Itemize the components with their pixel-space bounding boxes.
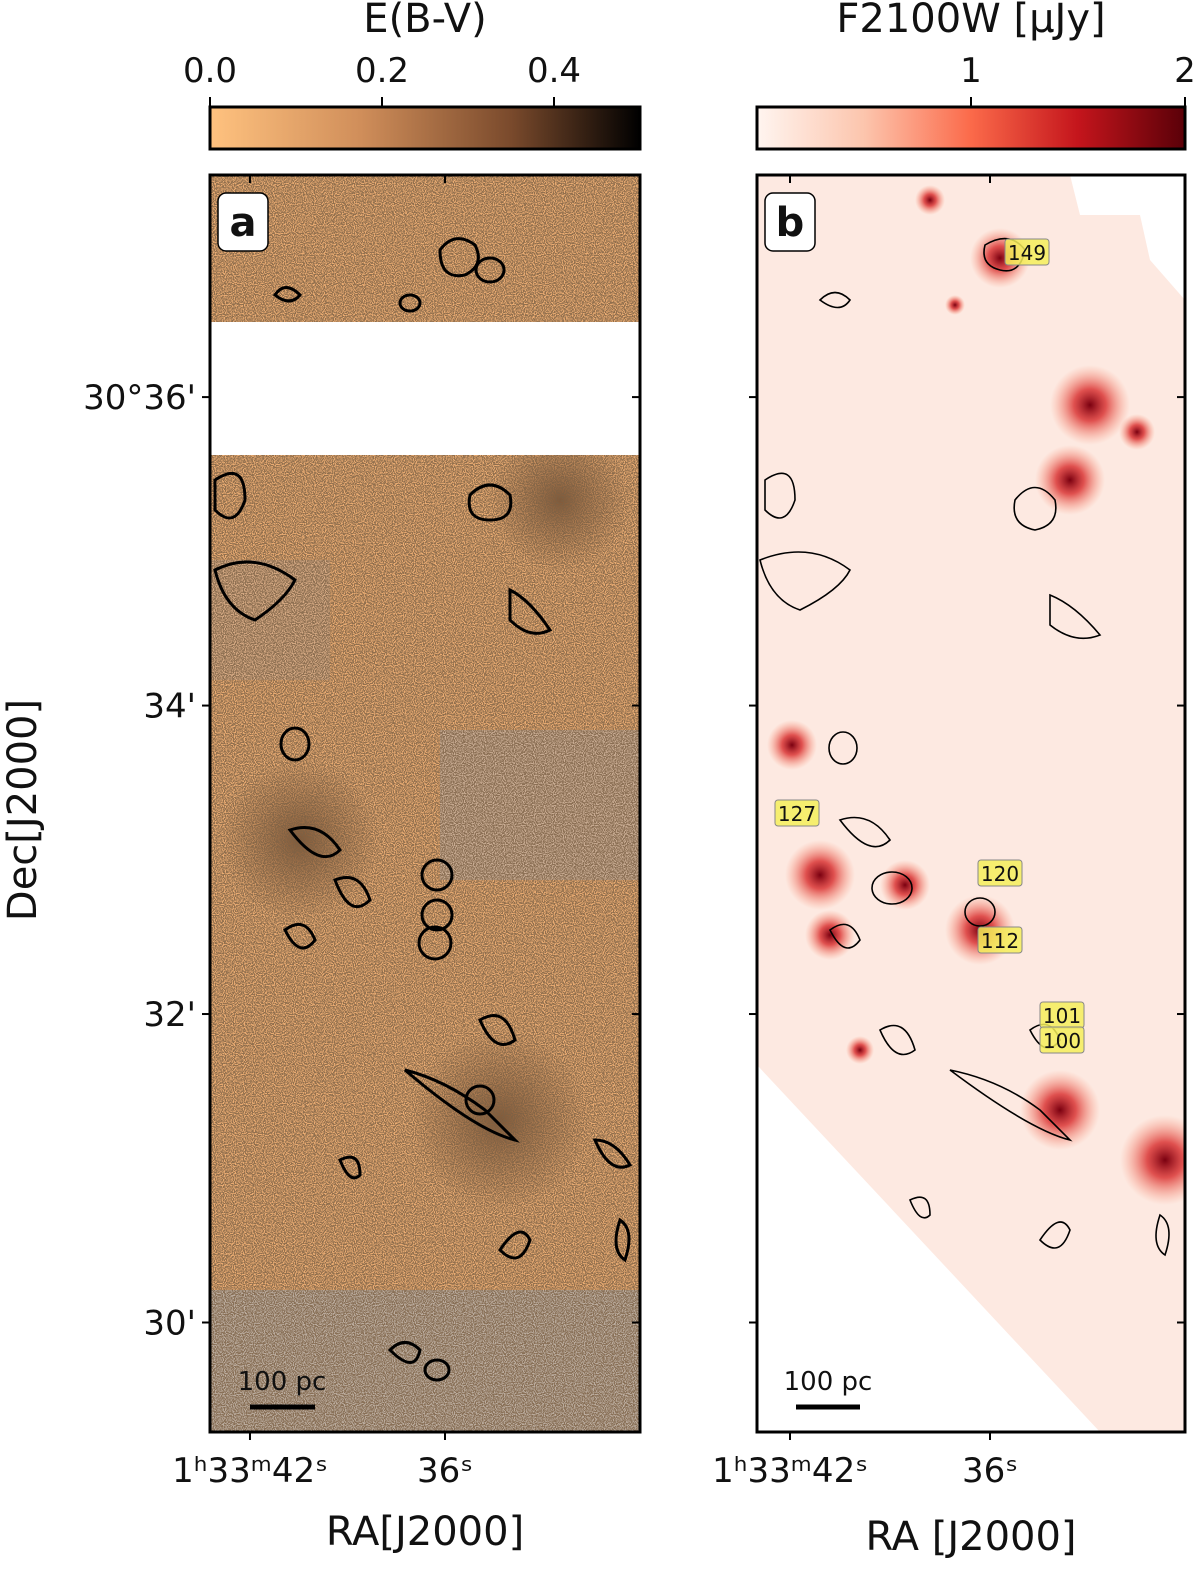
scalebar-label: 100 pc <box>238 1367 327 1397</box>
colorbar-tick-label: 0.0 <box>183 51 237 91</box>
frame-b <box>755 173 1187 1434</box>
annotation-box <box>1039 1026 1085 1054</box>
annotation: 149 <box>1008 241 1046 265</box>
colorbar-tick-label: 0.2 <box>355 51 409 91</box>
x-axis-label: RA [J2000] <box>865 1514 1076 1560</box>
annotation-box <box>977 926 1023 954</box>
y-tick-label: 30' <box>143 1303 196 1343</box>
annotation: 127 <box>778 802 816 826</box>
x-tick-label: 36ˢ <box>417 1451 473 1491</box>
colorbar-tick-label: 2 <box>1174 51 1196 91</box>
y-tick-label: 34' <box>143 687 196 727</box>
colorbar-label: E(B-V) <box>363 0 486 42</box>
y-tick-label: 32' <box>143 995 196 1035</box>
panel-label: a <box>230 200 257 246</box>
x-tick-label: 1ʰ33ᵐ42ˢ <box>172 1451 328 1491</box>
x-tick-label: 1ʰ33ᵐ42ˢ <box>712 1451 868 1491</box>
colorbar-label: F2100W [μJy] <box>836 0 1105 42</box>
annotation-box <box>1004 238 1050 266</box>
colorbar-b <box>755 105 1187 151</box>
panel-label-box <box>764 192 816 252</box>
annotation: 120 <box>981 862 1019 886</box>
y-axis-label: Dec[J2000] <box>0 699 46 921</box>
x-axis-label: RA[J2000] <box>326 1509 524 1555</box>
image-b <box>757 175 1185 1432</box>
x-tick-label: 36ˢ <box>962 1451 1018 1491</box>
colorbar-a <box>208 105 642 151</box>
panel-label-box <box>217 192 269 252</box>
image-a <box>210 175 640 1432</box>
y-tick-label: 30°36' <box>83 378 196 418</box>
scalebar-label: 100 pc <box>784 1367 873 1397</box>
colorbar-tick-label: 0.4 <box>527 51 581 91</box>
annotation: 112 <box>981 929 1019 953</box>
panel-label: b <box>776 200 805 246</box>
annotation-box <box>774 799 820 827</box>
annotation: 101 <box>1043 1004 1081 1028</box>
annotation-box <box>977 859 1023 887</box>
frame-a <box>208 173 642 1434</box>
colorbar-tick-label: 1 <box>960 51 982 91</box>
annotation: 100 <box>1043 1029 1081 1053</box>
